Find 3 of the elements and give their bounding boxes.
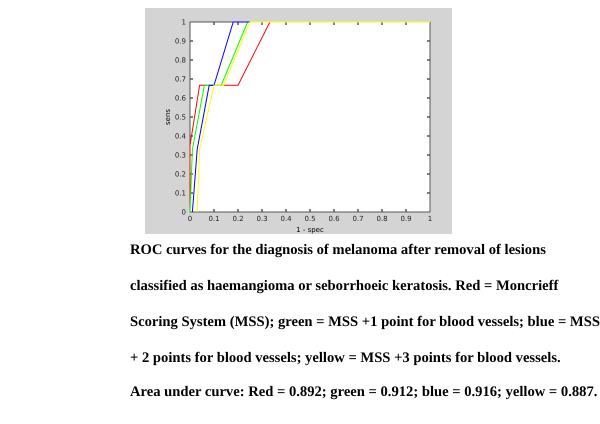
text: ROC curves for the diagnosis of melanoma after removal of lesions classified as haemangioma or seborrhoeic keratosis. Red = Moncrieff Scoring System (MSS); green = MSS +1 point for blood vessels; blue = MSS + 2 points for blood vessels; yellow = MSS +3 points for blood vessels.	[130, 242, 600, 366]
text: Area under curve: Red = 0.892; green = 0.912; blue = 0.916; yellow = 0.887.	[130, 383, 598, 402]
line-series	[190, 22, 248, 212]
